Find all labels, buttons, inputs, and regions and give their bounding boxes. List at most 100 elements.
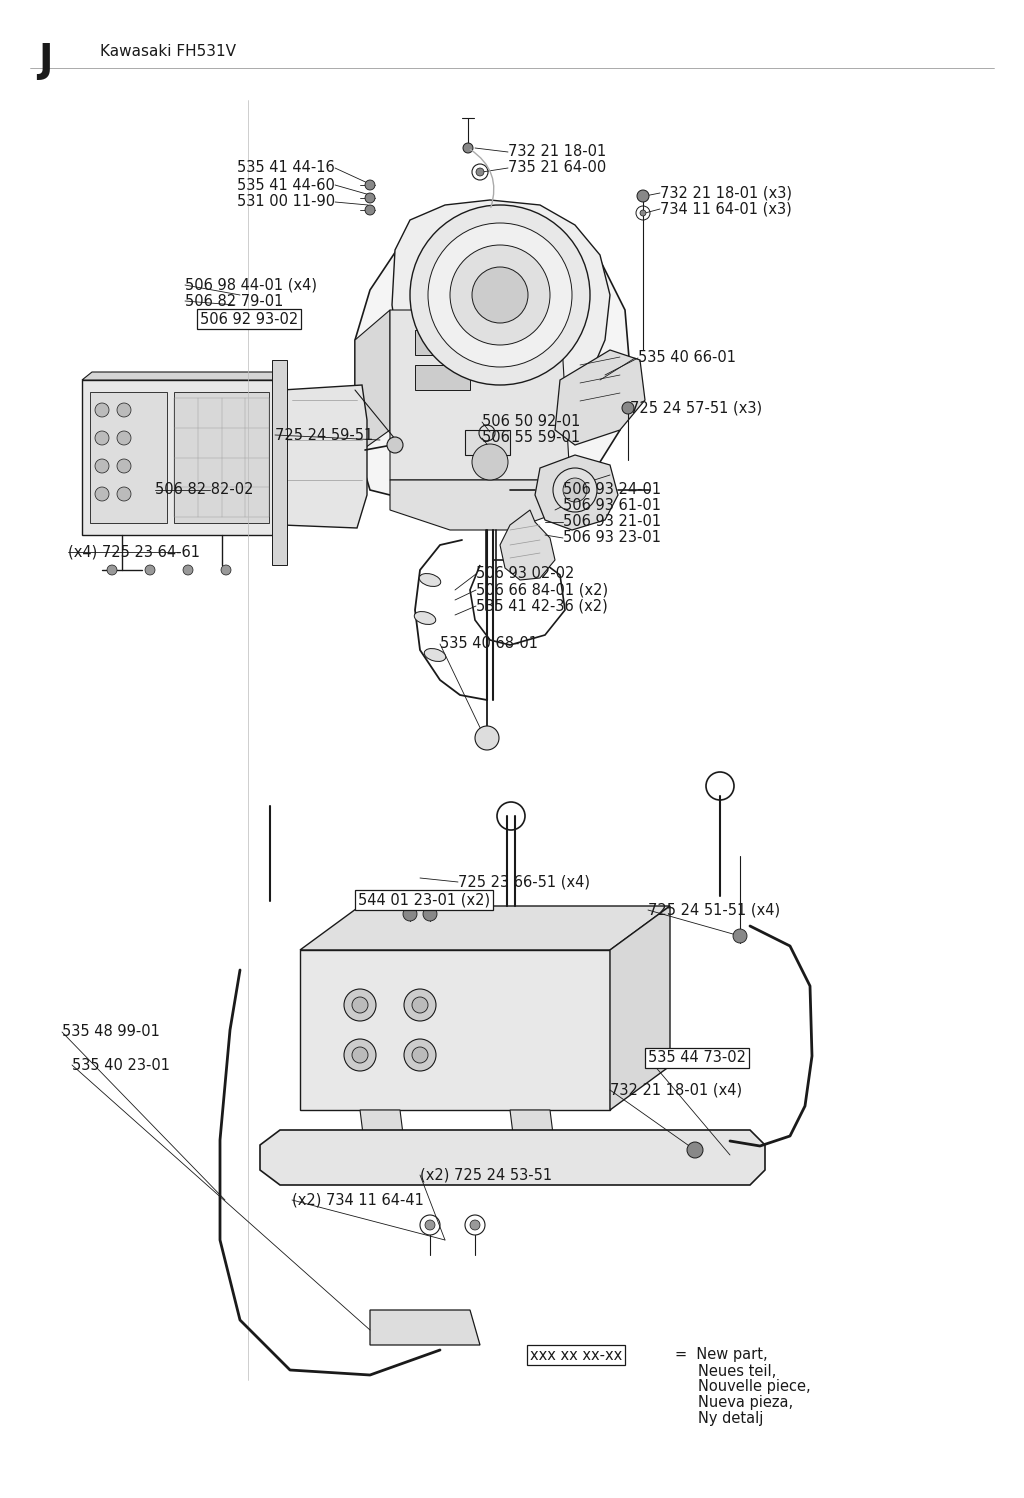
Text: 535 48 99-01: 535 48 99-01 (62, 1025, 160, 1040)
Circle shape (423, 906, 437, 921)
Text: =  New part,: = New part, (675, 1348, 768, 1363)
Text: 732 21 18-01 (x3): 732 21 18-01 (x3) (660, 186, 792, 201)
Circle shape (344, 989, 376, 1022)
Text: 544 01 23-01 (x2): 544 01 23-01 (x2) (358, 893, 490, 908)
Polygon shape (300, 950, 610, 1110)
Circle shape (476, 168, 484, 175)
Text: 725 23 66-51 (x4): 725 23 66-51 (x4) (458, 875, 590, 890)
Text: 506 66 84-01 (x2): 506 66 84-01 (x2) (476, 583, 608, 598)
Circle shape (472, 267, 528, 324)
Circle shape (95, 431, 109, 445)
Circle shape (733, 929, 746, 944)
Circle shape (640, 210, 646, 216)
Polygon shape (90, 392, 167, 523)
Circle shape (425, 1219, 435, 1230)
Polygon shape (610, 906, 670, 1110)
Text: 535 41 44-60: 535 41 44-60 (238, 177, 335, 193)
Circle shape (106, 565, 117, 575)
Circle shape (387, 437, 403, 452)
Polygon shape (272, 360, 287, 565)
Text: 535 40 66-01: 535 40 66-01 (638, 351, 736, 366)
Text: 506 93 24-01: 506 93 24-01 (563, 482, 662, 497)
Text: Nouvelle piece,: Nouvelle piece, (698, 1380, 811, 1395)
Polygon shape (415, 366, 470, 389)
Polygon shape (360, 1110, 406, 1150)
Text: 506 93 02-02: 506 93 02-02 (476, 566, 574, 581)
Ellipse shape (415, 611, 436, 625)
Circle shape (145, 565, 155, 575)
Text: 734 11 64-01 (x3): 734 11 64-01 (x3) (660, 202, 792, 217)
Text: (x2) 725 24 53-51: (x2) 725 24 53-51 (420, 1167, 552, 1182)
Text: 506 82 79-01: 506 82 79-01 (185, 294, 284, 309)
Polygon shape (174, 392, 269, 523)
Circle shape (463, 142, 473, 153)
Text: 531 00 11-90: 531 00 11-90 (237, 195, 335, 210)
Text: (x4) 725 23 64-61: (x4) 725 23 64-61 (68, 544, 200, 559)
Circle shape (117, 431, 131, 445)
Circle shape (404, 989, 436, 1022)
Circle shape (95, 403, 109, 416)
Text: 506 55 59-01: 506 55 59-01 (482, 430, 581, 445)
Polygon shape (415, 330, 470, 355)
Text: Nueva pieza,: Nueva pieza, (698, 1396, 794, 1411)
Text: 506 98 44-01 (x4): 506 98 44-01 (x4) (185, 277, 317, 292)
Polygon shape (390, 479, 570, 530)
Text: Neues teil,: Neues teil, (698, 1363, 776, 1378)
Circle shape (352, 998, 368, 1013)
Circle shape (365, 180, 375, 190)
Circle shape (475, 727, 499, 750)
Circle shape (404, 1040, 436, 1071)
Text: Kawasaki FH531V: Kawasaki FH531V (100, 43, 236, 58)
Circle shape (428, 223, 572, 367)
Text: 535 40 23-01: 535 40 23-01 (72, 1058, 170, 1073)
Circle shape (470, 1219, 480, 1230)
Text: 506 93 61-01: 506 93 61-01 (563, 499, 662, 514)
Text: 535 41 42-36 (x2): 535 41 42-36 (x2) (476, 599, 608, 614)
Circle shape (412, 998, 428, 1013)
Circle shape (410, 205, 590, 385)
Circle shape (117, 403, 131, 416)
Circle shape (687, 1141, 703, 1158)
Text: 732 21 18-01: 732 21 18-01 (508, 144, 606, 159)
Polygon shape (260, 1129, 765, 1185)
Circle shape (403, 906, 417, 921)
Polygon shape (392, 201, 610, 404)
Circle shape (95, 458, 109, 473)
Text: J: J (38, 42, 52, 79)
Polygon shape (92, 372, 287, 527)
Circle shape (117, 458, 131, 473)
Text: 506 93 21-01: 506 93 21-01 (563, 514, 662, 529)
Text: 535 40 68-01: 535 40 68-01 (440, 637, 538, 652)
Circle shape (352, 1047, 368, 1064)
Text: 725 24 51-51 (x4): 725 24 51-51 (x4) (648, 902, 780, 917)
Polygon shape (535, 455, 618, 530)
Text: xxx xx xx-xx: xxx xx xx-xx (530, 1348, 623, 1363)
Circle shape (472, 443, 508, 479)
Text: 735 21 64-00: 735 21 64-00 (508, 160, 606, 175)
Circle shape (450, 246, 550, 345)
Circle shape (183, 565, 193, 575)
Text: 535 41 44-16: 535 41 44-16 (238, 160, 335, 175)
Circle shape (95, 487, 109, 500)
Text: 506 92 93-02: 506 92 93-02 (200, 312, 298, 327)
Polygon shape (465, 430, 510, 455)
Text: Ny detalj: Ny detalj (698, 1411, 763, 1426)
Polygon shape (82, 372, 287, 380)
Text: 732 21 18-01 (x4): 732 21 18-01 (x4) (610, 1083, 742, 1098)
Polygon shape (82, 380, 278, 535)
Circle shape (622, 401, 634, 413)
Text: 506 50 92-01: 506 50 92-01 (482, 415, 581, 430)
Circle shape (117, 487, 131, 500)
Ellipse shape (424, 649, 445, 662)
Circle shape (365, 193, 375, 204)
Polygon shape (555, 351, 645, 445)
Circle shape (365, 205, 375, 216)
Ellipse shape (419, 574, 440, 586)
Polygon shape (355, 216, 630, 505)
Circle shape (553, 467, 597, 512)
Polygon shape (300, 906, 670, 950)
Polygon shape (370, 1309, 480, 1345)
Text: 725 24 57-51 (x3): 725 24 57-51 (x3) (630, 400, 762, 415)
Text: 506 93 23-01: 506 93 23-01 (563, 530, 662, 545)
Circle shape (221, 565, 231, 575)
